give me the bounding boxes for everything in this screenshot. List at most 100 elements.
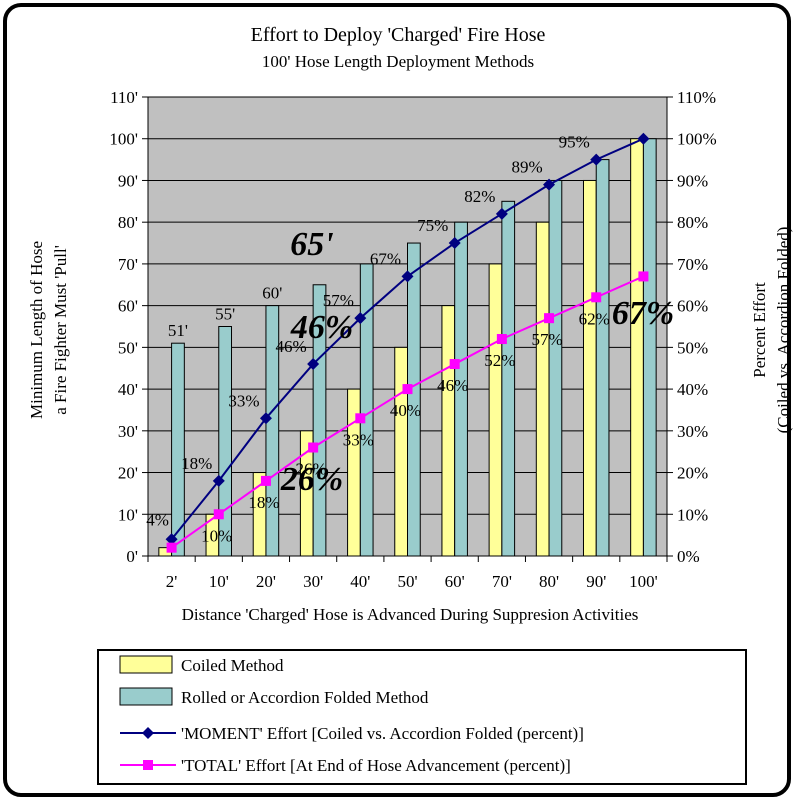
bar-rolled: [407, 242, 421, 557]
y2-tick-label: 0%: [677, 547, 700, 566]
y-tick-label: 60': [118, 297, 138, 316]
y2-tick-label: 80%: [677, 213, 708, 232]
annotation-26pct: 26%: [280, 461, 343, 498]
bar-rolled: [642, 138, 657, 557]
moment-value-label: 4%: [146, 510, 169, 529]
total-value-label: 26%: [296, 460, 327, 479]
moment-value-label: 82%: [464, 187, 495, 206]
y2-tick-label: 50%: [677, 338, 708, 357]
total-point: [260, 475, 271, 486]
bar-coiled: [394, 346, 408, 557]
x-axis-label: Distance 'Charged' Hose is Advanced Duri…: [182, 605, 639, 624]
y2-tick-label: 90%: [677, 171, 708, 190]
x-tick-label: 60': [445, 572, 465, 591]
y-tick-label: 20': [118, 464, 138, 483]
y2-tick-label: 100%: [677, 130, 717, 149]
y2-axis-label-line1: Percent Effort: [750, 282, 769, 378]
bar-coiled: [441, 305, 456, 557]
x-tick-label: 20': [256, 572, 276, 591]
moment-point: [212, 474, 225, 487]
bars: [158, 138, 657, 557]
y2-tick-label: 10%: [677, 505, 708, 524]
total-point: [166, 542, 177, 553]
y2-axis-label-line2: (Coiled vs. Accordion Folded): [774, 227, 793, 434]
moment-value-label: 33%: [228, 391, 259, 410]
moment-point: [637, 132, 650, 145]
moment-value-label: 57%: [323, 291, 354, 310]
moment-point: [590, 153, 603, 166]
y-tick-label: 30': [118, 422, 138, 441]
moment-value-label: 67%: [370, 249, 401, 268]
rolled-value-label: 51': [168, 321, 188, 340]
legend-label-total: 'TOTAL' Effort [At End of Hose Advanceme…: [181, 756, 571, 775]
total-value-label: 46%: [437, 376, 468, 395]
y-tick-label: 70': [118, 255, 138, 274]
total-point: [496, 334, 507, 345]
bar-rolled: [548, 179, 563, 557]
bar-rolled: [218, 326, 233, 557]
total-point: [402, 384, 413, 395]
chart-title: Effort to Deploy 'Charged' Fire Hose: [251, 24, 546, 46]
moment-point: [354, 312, 367, 325]
total-point: [308, 442, 319, 453]
y2-tick-label: 30%: [677, 422, 708, 441]
y-tick-label: 0': [126, 547, 138, 566]
bar-coiled: [535, 221, 550, 557]
moment-value-label: 89%: [511, 158, 542, 177]
legend-label-coiled: Coiled Method: [181, 656, 284, 675]
moment-point: [543, 178, 556, 191]
moment-point: [495, 207, 508, 220]
bar-rolled: [501, 200, 516, 557]
total-value-label: 52%: [484, 351, 515, 370]
data-labels: 51'55'60'18%33%46%57%67%75%82%89%95%4%10…: [146, 133, 610, 546]
y-axis-label-group: Minimum Length of Hose a Fire Fighter Mu…: [27, 241, 70, 419]
legend-box: [97, 649, 747, 785]
y2-tick-label: 60%: [677, 297, 708, 316]
legend-swatch-rolled: [119, 687, 173, 706]
y2-tick-label: 70%: [677, 255, 708, 274]
y2-tick-label: 40%: [677, 380, 708, 399]
y-axis-label-line1: Minimum Length of Hose: [27, 241, 46, 419]
legend: Coiled Method Rolled or Accordion Folded…: [119, 655, 584, 775]
annotation-65ft: 65': [290, 226, 333, 263]
y-tick-label: 110': [110, 88, 138, 107]
y2-tick-label: 110%: [677, 88, 716, 107]
series-lines: [165, 132, 650, 553]
total-point: [544, 313, 555, 324]
moment-value-label: 46%: [276, 337, 307, 356]
x-tick-label: 90': [586, 572, 606, 591]
total-point: [638, 271, 649, 282]
legend-marker-total: [143, 760, 153, 770]
legend-swatch-coiled: [119, 655, 173, 674]
x-tick-label: 80': [539, 572, 559, 591]
moment-point: [307, 358, 320, 371]
legend-label-rolled: Rolled or Accordion Folded Method: [181, 688, 429, 707]
bar-coiled: [488, 263, 503, 557]
x-tick-label: 40': [350, 572, 370, 591]
annotation-67pct: 67%: [612, 295, 674, 332]
chart-subtitle: 100' Hose Length Deployment Methods: [262, 52, 534, 71]
moment-point: [165, 533, 178, 546]
bar-coiled: [582, 179, 597, 557]
y-tick-label: 40': [118, 380, 138, 399]
axes: 0' 10' 20' 30' 40' 50' 60' 70' 80' 90' 100' 110' 0% 1…: [109, 88, 716, 591]
y-tick-label: 80': [118, 213, 138, 232]
bar-rolled: [595, 159, 610, 557]
y-tick-label: 50': [118, 338, 138, 357]
moment-value-label: 18%: [181, 454, 212, 473]
legend-marker-moment: [142, 727, 154, 739]
bar-rolled: [171, 342, 185, 557]
y2-axis-label-group: Percent Effort (Coiled vs. Accordion Fol…: [750, 227, 793, 434]
moment-point: [401, 270, 414, 283]
annotations: 65' 46% 26% 67%: [280, 226, 674, 498]
y2-tick-label: 20%: [677, 464, 708, 483]
moment-value-label: 95%: [559, 133, 590, 152]
moment-point: [448, 237, 461, 250]
x-tick-label: 50': [397, 572, 417, 591]
total-point: [355, 413, 366, 424]
annotation-46pct: 46%: [290, 309, 353, 346]
x-tick-label: 10': [209, 572, 229, 591]
total-point: [449, 359, 460, 370]
total-value-label: 62%: [579, 309, 610, 328]
